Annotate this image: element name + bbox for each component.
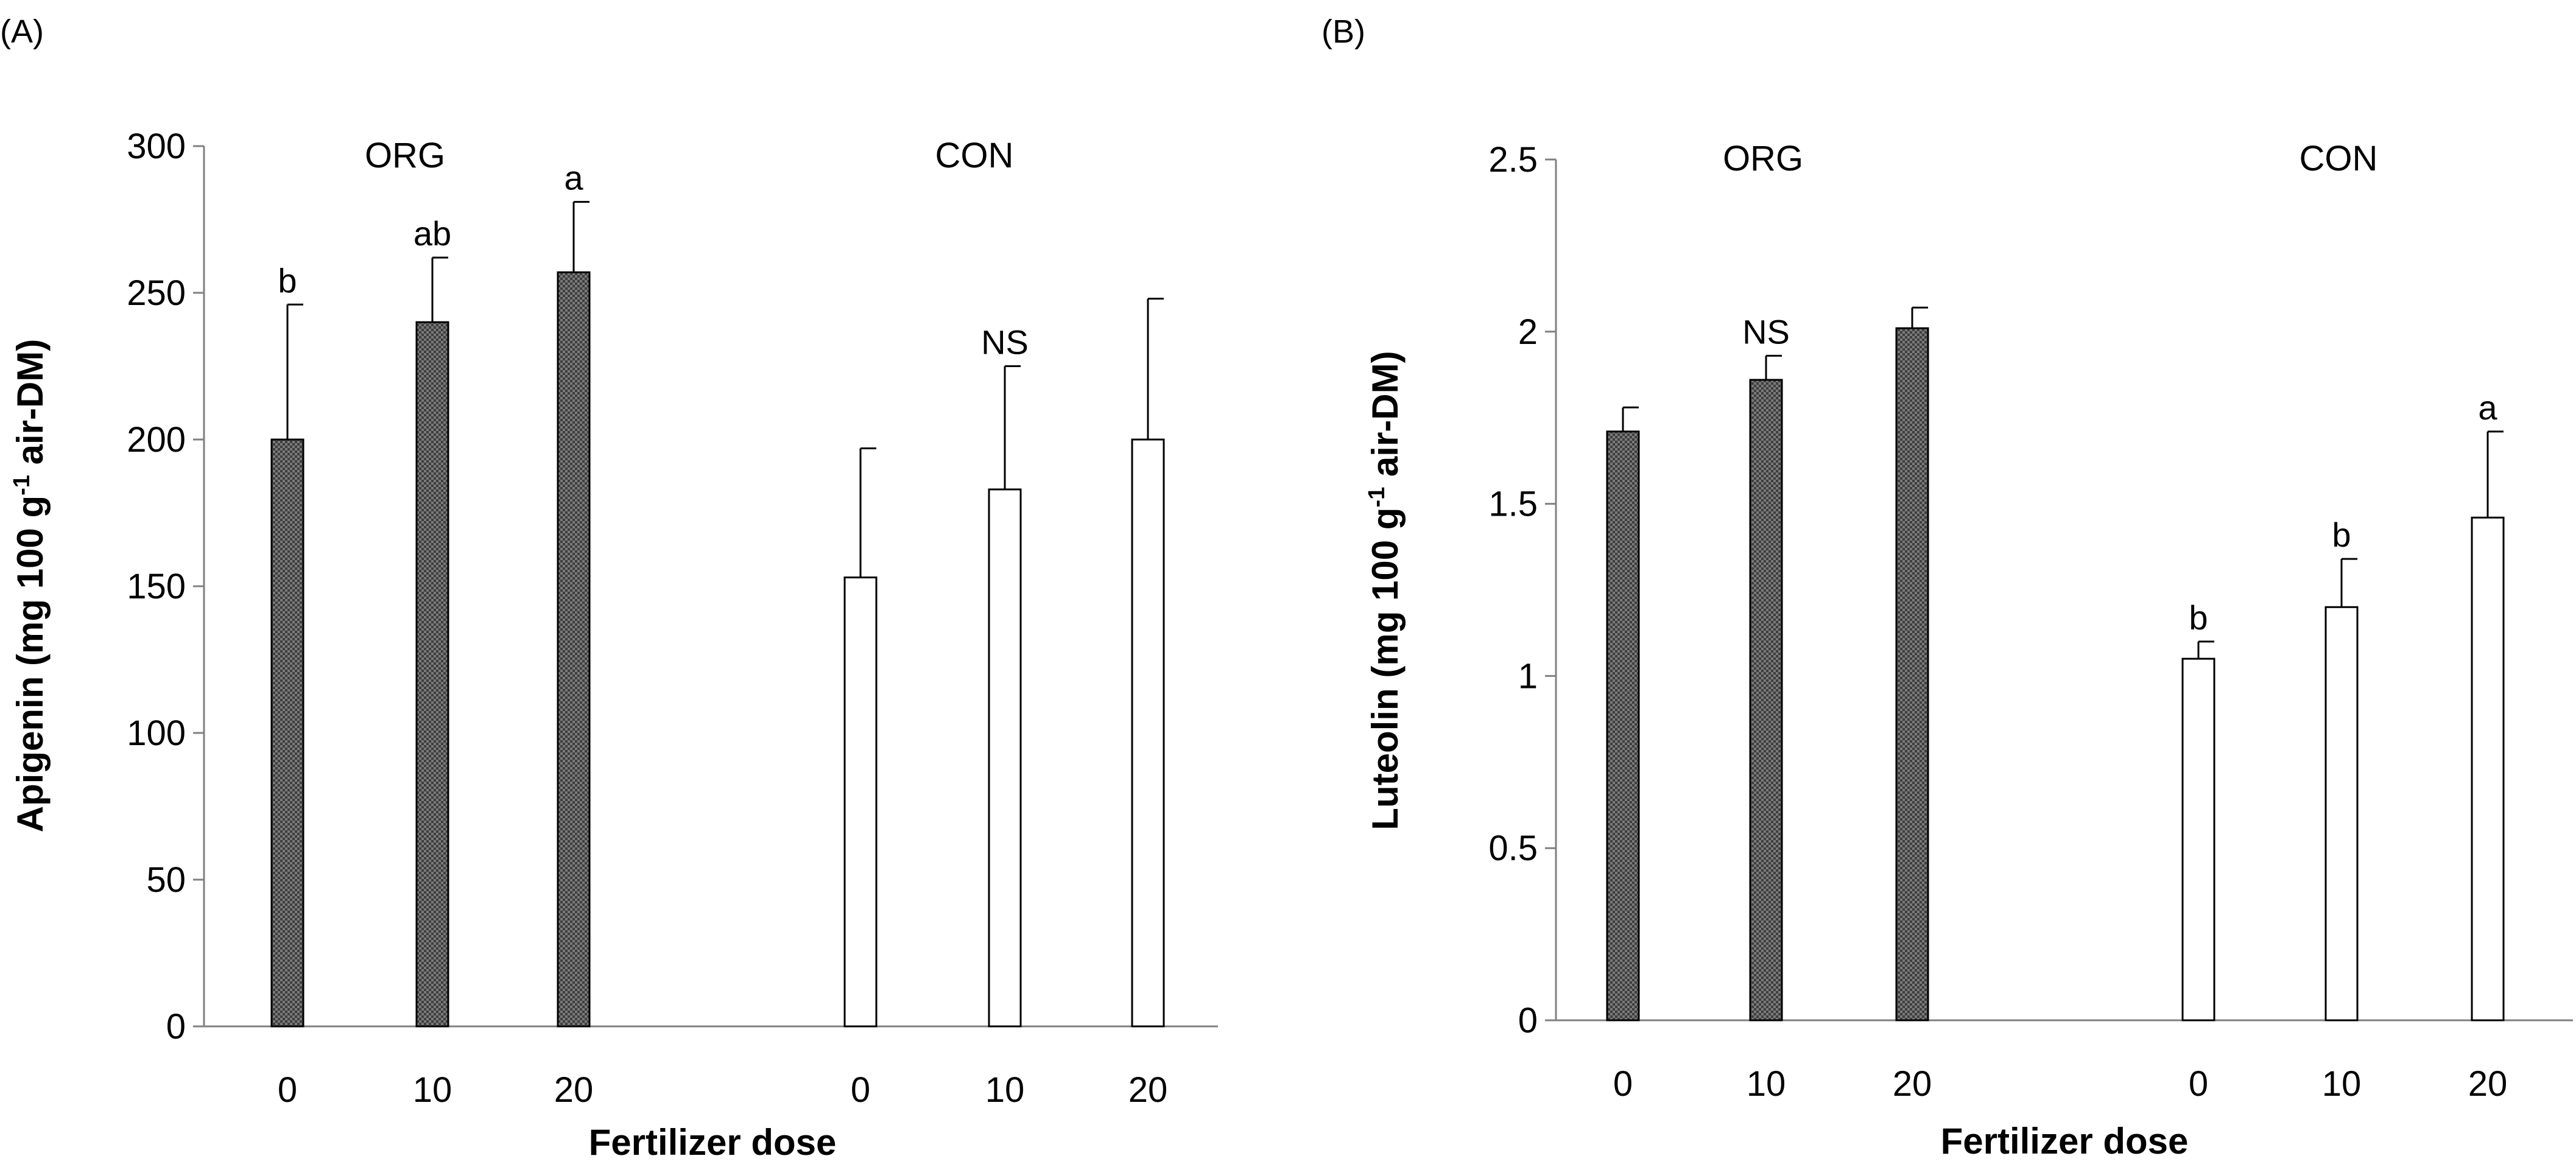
bar xyxy=(415,321,449,1028)
significance-label: b xyxy=(278,261,297,300)
y-tick-label: 2.5 xyxy=(1488,140,1538,180)
significance-label: a xyxy=(564,159,583,197)
y-axis-title-main: Apigenin (mg 100 g xyxy=(10,496,51,832)
x-tick-label: 10 xyxy=(413,1070,452,1110)
y-axis-title-superscript: -1 xyxy=(9,475,35,496)
x-tick-label: 10 xyxy=(1747,1064,1786,1104)
x-tick-label: 20 xyxy=(1128,1070,1168,1110)
bar xyxy=(843,576,878,1028)
y-tick-label: 200 xyxy=(127,420,186,460)
panel-b-chart: (B) 0 0.5 1 1.5 2 2.5 Luteolin (mg 100 g-1 air-… xyxy=(1321,13,2573,1162)
bar xyxy=(1749,379,1783,1022)
bar xyxy=(2181,657,2215,1022)
y-axis-title-end: air-DM) xyxy=(1365,351,1406,486)
y-tick-label: 1 xyxy=(1518,656,1538,696)
x-tick-label: 0 xyxy=(2189,1064,2208,1104)
group-label: CON xyxy=(935,136,1014,175)
x-tick-label: 20 xyxy=(2468,1064,2508,1104)
y-axis-title-main: Luteolin (mg 100 g xyxy=(1365,508,1406,830)
panel-label: (B) xyxy=(1321,13,1365,50)
bar xyxy=(1131,438,1165,1028)
bar xyxy=(1606,430,1640,1022)
x-tick-label: 10 xyxy=(2322,1064,2362,1104)
x-tick-label: 20 xyxy=(1893,1064,1932,1104)
panel-label: (A) xyxy=(0,13,44,50)
x-tick-label: 10 xyxy=(985,1070,1025,1110)
x-tick-label: 0 xyxy=(278,1070,297,1110)
bar xyxy=(270,438,304,1028)
significance-label: ab xyxy=(413,214,451,253)
bar xyxy=(1895,327,1929,1022)
bar xyxy=(557,271,591,1028)
y-tick-label: 0.5 xyxy=(1488,829,1538,868)
significance-label: a xyxy=(2478,388,2497,427)
significance-label: NS xyxy=(1742,312,1790,351)
y-tick-label: 100 xyxy=(127,713,186,753)
bar xyxy=(2471,516,2505,1022)
significance-label: b xyxy=(2332,516,2351,554)
y-tick-label: 0 xyxy=(1518,1001,1538,1040)
x-tick-label: 0 xyxy=(851,1070,870,1110)
y-tick-label: 300 xyxy=(127,127,186,166)
y-tick-label: 50 xyxy=(146,860,186,900)
x-axis-title: Fertilizer dose xyxy=(1941,1121,2189,1162)
bar xyxy=(2324,606,2359,1022)
y-axis-title-superscript: -1 xyxy=(1364,487,1390,508)
x-tick-label: 0 xyxy=(1613,1064,1633,1104)
group-label: CON xyxy=(2300,139,2378,178)
group-label: ORG xyxy=(365,136,445,175)
group-label: ORG xyxy=(1723,139,1803,178)
x-tick-label: 20 xyxy=(554,1070,594,1110)
significance-label: b xyxy=(2189,598,2208,637)
x-axis-title: Fertilizer dose xyxy=(589,1122,837,1163)
y-tick-label: 2 xyxy=(1518,312,1538,352)
y-tick-label: 150 xyxy=(127,567,186,606)
y-tick-label: 250 xyxy=(127,273,186,313)
y-axis-title: Luteolin (mg 100 g-1 air-DM) xyxy=(1364,351,1406,830)
y-tick-label: 1.5 xyxy=(1488,485,1538,524)
y-axis-title: Apigenin (mg 100 g-1 air-DM) xyxy=(9,339,51,833)
y-axis-title-end: air-DM) xyxy=(10,339,51,475)
significance-label: NS xyxy=(981,323,1029,362)
bar xyxy=(988,488,1022,1028)
y-tick-label: 0 xyxy=(166,1007,186,1046)
